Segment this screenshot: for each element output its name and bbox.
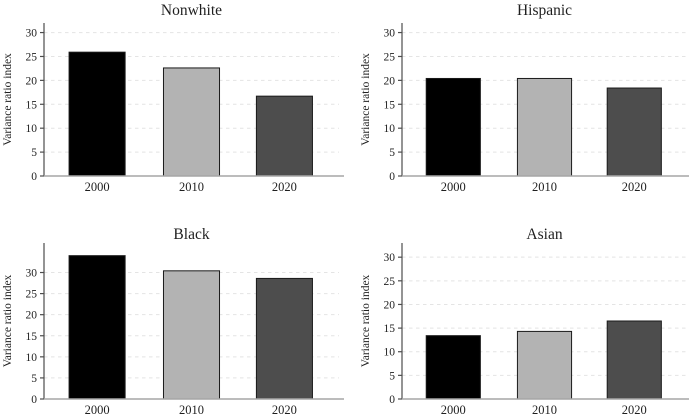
- y-tick-label: 15: [26, 331, 38, 343]
- y-tick-label: 30: [384, 252, 396, 264]
- chart-panel-hispanic: 2000 2010 2020 0 5 10 15 20 25 30 Hispanic Variance…: [345, 0, 690, 210]
- x-tick-label: 2010: [179, 403, 204, 417]
- y-tick-label: 30: [26, 268, 38, 280]
- y-tick-label: 0: [389, 394, 395, 406]
- y-tick-label: 10: [26, 352, 38, 364]
- y-tick-label: 0: [389, 171, 395, 183]
- y-axis-title: Variance ratio index: [360, 274, 372, 367]
- y-tick-label: 15: [26, 99, 38, 111]
- bar-2020: [255, 95, 313, 177]
- bar-2010: [516, 330, 573, 400]
- x-tick-label: 2020: [272, 403, 297, 417]
- x-tick-label: 2000: [85, 403, 110, 417]
- y-tick-label: 30: [384, 28, 396, 40]
- y-tick-label: 20: [384, 299, 396, 311]
- y-tick-label: 15: [384, 99, 396, 111]
- x-tick-label: 2000: [441, 180, 466, 194]
- bar-2000: [425, 335, 481, 400]
- y-tick-label: 20: [26, 75, 38, 87]
- bar-2010: [516, 77, 573, 177]
- y-tick-label: 20: [26, 310, 38, 322]
- chart-nonwhite-plot: 2000 2010 2020 0 5 10 15 20 25 30 Nonwhite Variance…: [2, 2, 344, 194]
- chart-panel-asian: 2000 2010 2020 0 5 10 15 20 25 30 Asian Variance ra…: [345, 210, 690, 419]
- y-tick-label: 15: [384, 323, 396, 335]
- bar-2020: [606, 320, 662, 400]
- x-tick-label: 2020: [272, 180, 297, 194]
- x-tick-label: 2010: [532, 403, 557, 417]
- y-tick-label: 20: [384, 75, 396, 87]
- bar-2000: [68, 51, 126, 177]
- y-tick-label: 10: [384, 123, 396, 135]
- chart-title: Nonwhite: [161, 2, 222, 19]
- x-tick-label: 2000: [441, 403, 466, 417]
- chart-title: Hispanic: [517, 2, 572, 19]
- y-tick-label: 5: [389, 147, 395, 159]
- y-tick-label: 5: [389, 370, 395, 382]
- y-tick-label: 25: [26, 289, 38, 301]
- chart-title: Black: [173, 226, 209, 243]
- y-axis-title: Variance ratio index: [360, 53, 372, 146]
- y-axis-title: Variance ratio index: [2, 53, 14, 146]
- y-tick-label: 30: [26, 28, 38, 40]
- bar-2000: [425, 77, 481, 177]
- bar-2020: [606, 87, 662, 177]
- bar-2020: [255, 277, 313, 400]
- chart-panel-nonwhite: 2000 2010 2020 0 5 10 15 20 25 30 Nonwhite Variance…: [0, 0, 345, 210]
- x-tick-label: 2010: [179, 180, 204, 194]
- y-tick-label: 5: [31, 147, 37, 159]
- y-tick-label: 25: [384, 276, 396, 288]
- y-tick-label: 25: [384, 51, 396, 63]
- chart-title: Asian: [526, 226, 562, 243]
- x-tick-label: 2010: [532, 180, 557, 194]
- y-tick-label: 5: [31, 373, 37, 385]
- y-tick-label: 0: [31, 171, 37, 183]
- y-axis-title: Variance ratio index: [2, 274, 14, 367]
- chart-black-plot: 2000 2010 2020 0 5 10 15 20 25 30 Black Variance ra…: [2, 226, 344, 417]
- chart-asian-plot: 2000 2010 2020 0 5 10 15 20 25 30 Asian Variance ra…: [360, 226, 689, 417]
- chart-hispanic-plot: 2000 2010 2020 0 5 10 15 20 25 30 Hispanic Variance…: [360, 2, 689, 194]
- y-tick-label: 25: [26, 51, 38, 63]
- x-tick-label: 2020: [622, 180, 647, 194]
- bar-2010: [162, 270, 221, 400]
- x-tick-label: 2000: [85, 180, 110, 194]
- y-tick-label: 10: [26, 123, 38, 135]
- y-tick-label: 0: [31, 394, 37, 406]
- bar-2010: [162, 67, 221, 177]
- x-tick-label: 2020: [622, 403, 647, 417]
- y-tick-label: 10: [384, 347, 396, 359]
- chart-panel-black: 2000 2010 2020 0 5 10 15 20 25 30 Black Variance ra…: [0, 210, 345, 419]
- bar-2000: [68, 255, 126, 400]
